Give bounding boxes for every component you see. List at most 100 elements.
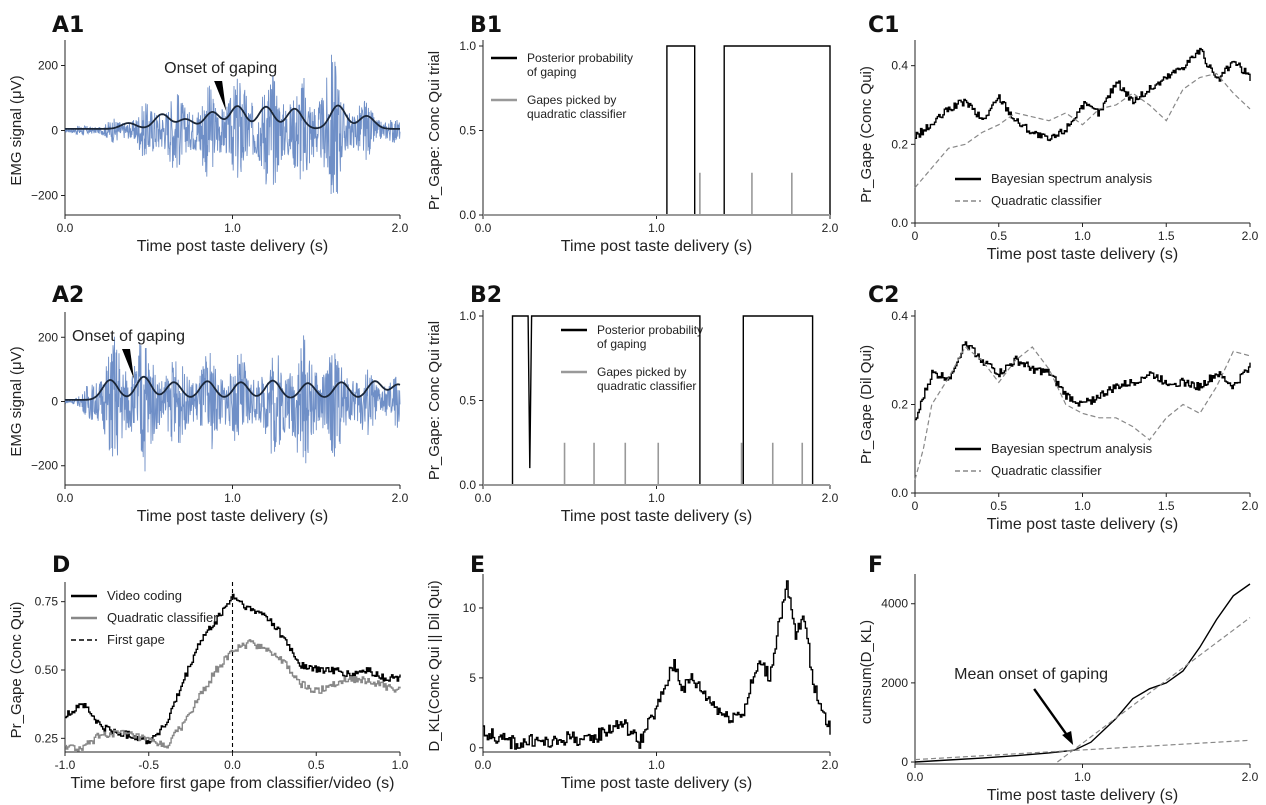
x-tick-label: 1.5 — [1158, 229, 1175, 243]
legend-entry-line: Quadratic classifier — [991, 193, 1102, 208]
x-tick-label: 1.0 — [392, 758, 409, 772]
y-tick-label: 0.0 — [891, 216, 908, 230]
legend-entry-line: Video coding — [107, 588, 182, 603]
y-tick-label: 200 — [38, 59, 58, 73]
panel-e: E 0.0 1.0 2.0 0 5 10 Time post taste delivery (… — [426, 553, 839, 792]
y-tick-label: 0.50 — [35, 663, 59, 677]
y-axis-label: EMG signal (μV) — [8, 346, 25, 456]
emg-trace — [64, 335, 401, 472]
series-line-2 — [1057, 617, 1251, 763]
x-tick-label: 2.0 — [392, 491, 409, 505]
panel-b2: B2 0.0 1.0 2.0 0.0 0.5 1.0 Time post taste deli… — [426, 283, 839, 525]
x-tick-label: 1.0 — [224, 491, 241, 505]
annotation-arrow — [1033, 688, 1073, 742]
x-tick-label: 0 — [912, 499, 919, 513]
legend: Posterior probability of gaping Gapes pick… — [491, 51, 633, 121]
legend: Posterior probability of gaping Gapes pick… — [561, 323, 703, 393]
legend: Video coding Quadratic classifier First ga… — [71, 588, 218, 647]
y-tick-label: 200 — [38, 330, 58, 344]
y-tick-label: 0 — [901, 755, 908, 769]
y-tick-label: 4000 — [881, 597, 908, 611]
annotation-arrowhead — [1062, 730, 1074, 745]
legend-entry-line: Bayesian spectrum analysis — [991, 441, 1153, 456]
x-tick-label: 2.0 — [822, 491, 839, 505]
panel-label: D — [52, 553, 70, 578]
panel-label: B2 — [470, 283, 502, 308]
legend-entry: Posterior probability of gaping — [527, 51, 633, 79]
legend-entry: Gapes picked by quadratic classifier — [597, 365, 696, 393]
x-tick-label: 0.5 — [990, 229, 1007, 243]
x-axis-label: Time post taste delivery (s) — [987, 516, 1178, 533]
smoothed-envelope-line — [65, 375, 401, 401]
y-tick-label: 0.75 — [35, 595, 59, 609]
annotation-arrow — [122, 349, 134, 380]
y-tick-label: 5 — [469, 671, 476, 685]
x-tick-label: 1.0 — [648, 221, 665, 235]
x-tick-label: 1.0 — [1074, 229, 1091, 243]
legend-entry-line: Bayesian spectrum analysis — [991, 171, 1153, 186]
legend-entry-line: Quadratic classifier — [991, 463, 1102, 478]
legend-entry-line: Posterior probability — [597, 323, 703, 337]
legend-entry: Posterior probability of gaping — [597, 323, 703, 351]
x-axis-label: Time post taste delivery (s) — [561, 508, 752, 525]
panel-label: F — [868, 553, 883, 578]
legend-entry-line: of gaping — [597, 337, 646, 351]
legend-entry: Quadratic classifier — [991, 193, 1102, 208]
y-tick-label: 1.0 — [459, 309, 476, 323]
legend-entry-line: Posterior probability — [527, 51, 633, 65]
x-tick-label: 2.0 — [1242, 499, 1259, 513]
x-axis-label: Time post taste delivery (s) — [561, 238, 752, 255]
panel-a2: A2 0.0 1.0 2.0 −200 0 200 Time post taste deliv… — [8, 283, 409, 525]
legend-entry-line: First gape — [107, 632, 165, 647]
y-tick-label: 0.4 — [891, 309, 908, 323]
legend-entry: Quadratic classifier — [991, 463, 1102, 478]
x-tick-label: -0.5 — [138, 758, 159, 772]
y-tick-label: 0.0 — [891, 486, 908, 500]
x-tick-label: 0.0 — [475, 221, 492, 235]
y-tick-label: 1.0 — [459, 39, 476, 53]
series-quadratic-classifier — [914, 72, 1251, 188]
panel-c1: C1 0 0.5 1.0 1.5 2.0 0.0 0.2 0.4 Time post taste … — [858, 13, 1259, 263]
panel-label: C2 — [868, 283, 899, 308]
legend-entry: Bayesian spectrum analysis — [991, 171, 1153, 186]
series-line-1 — [914, 739, 1251, 761]
annotation-text: Onset of gaping — [72, 328, 185, 345]
x-axis-label: Time post taste delivery (s) — [137, 508, 328, 525]
series-posterior-probability-of-gaping — [483, 315, 830, 486]
panel-label: E — [470, 553, 485, 578]
panel-label: B1 — [470, 13, 502, 38]
y-tick-label: 0.25 — [35, 731, 59, 745]
y-tick-label: 0.4 — [891, 59, 908, 73]
legend-entry: Bayesian spectrum analysis — [991, 441, 1153, 456]
series-line-0 — [483, 580, 831, 750]
y-tick-label: 0.0 — [459, 478, 476, 492]
legend-entry: Quadratic classifier — [107, 610, 218, 625]
x-tick-label: 0.5 — [990, 499, 1007, 513]
y-axis-label: Pr_Gape (Dil Qui) — [858, 345, 875, 464]
panel-label: C1 — [868, 13, 899, 38]
x-tick-label: -1.0 — [55, 758, 76, 772]
legend-entry-line: of gaping — [527, 65, 576, 79]
series-line-0 — [914, 583, 1251, 763]
legend-entry: First gape — [107, 632, 165, 647]
legend: Bayesian spectrum analysis Quadratic clas… — [955, 171, 1153, 208]
y-tick-label: 10 — [463, 601, 477, 615]
y-axis-label: EMG signal (μV) — [8, 75, 25, 185]
annotation-arrow — [214, 81, 227, 111]
y-tick-label: 0 — [51, 124, 58, 138]
y-tick-label: 0 — [51, 395, 58, 409]
x-tick-label: 1.5 — [1158, 499, 1175, 513]
y-tick-label: 0.2 — [891, 137, 908, 151]
legend: Bayesian spectrum analysis Quadratic clas… — [955, 441, 1153, 478]
x-axis-label: Time before first gape from classifier/v… — [71, 775, 395, 792]
y-tick-label: 0.5 — [459, 394, 476, 408]
x-tick-label: 0.5 — [308, 758, 325, 772]
y-axis-label: Pr_Gape (Conc Qui) — [8, 602, 25, 739]
smoothed-envelope-line — [65, 104, 400, 130]
y-axis-label: Pr_Gape: Conc Qui trial — [426, 51, 443, 210]
x-tick-label: 2.0 — [392, 221, 409, 235]
y-tick-label: 0.2 — [891, 398, 908, 412]
panel-d: D -1.0 -0.5 0.0 0.5 1.0 0.25 0.50 0.75 Time befor… — [8, 553, 409, 792]
x-tick-label: 2.0 — [822, 221, 839, 235]
